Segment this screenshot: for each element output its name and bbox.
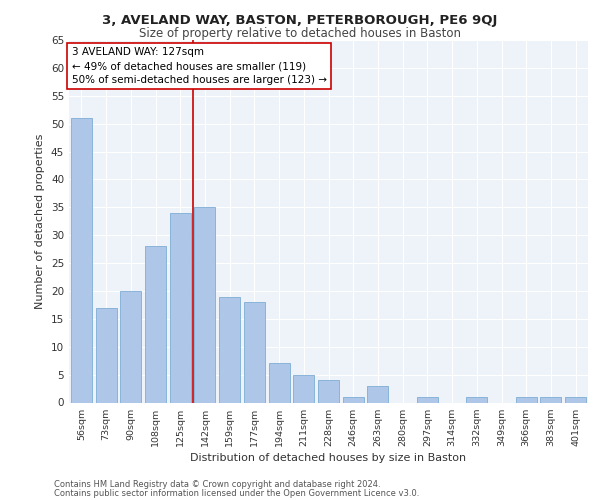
Bar [541,397,562,402]
Bar [343,397,364,402]
Bar [318,380,339,402]
X-axis label: Distribution of detached houses by size in Baston: Distribution of detached houses by size … [190,453,467,463]
Bar [269,364,290,403]
Bar [244,302,265,402]
Bar [417,397,438,402]
Bar [516,397,537,402]
Text: Contains public sector information licensed under the Open Government Licence v3: Contains public sector information licen… [54,488,419,498]
Bar [194,208,215,402]
Bar [293,374,314,402]
Text: 3 AVELAND WAY: 127sqm
← 49% of detached houses are smaller (119)
50% of semi-det: 3 AVELAND WAY: 127sqm ← 49% of detached … [71,48,326,86]
Text: Size of property relative to detached houses in Baston: Size of property relative to detached ho… [139,28,461,40]
Bar [120,291,141,403]
Bar [95,308,116,402]
Bar [145,246,166,402]
Text: 3, AVELAND WAY, BASTON, PETERBOROUGH, PE6 9QJ: 3, AVELAND WAY, BASTON, PETERBOROUGH, PE… [103,14,497,27]
Bar [565,397,586,402]
Bar [466,397,487,402]
Text: Contains HM Land Registry data © Crown copyright and database right 2024.: Contains HM Land Registry data © Crown c… [54,480,380,489]
Bar [219,296,240,403]
Y-axis label: Number of detached properties: Number of detached properties [35,134,46,309]
Bar [71,118,92,403]
Bar [367,386,388,402]
Bar [170,213,191,402]
